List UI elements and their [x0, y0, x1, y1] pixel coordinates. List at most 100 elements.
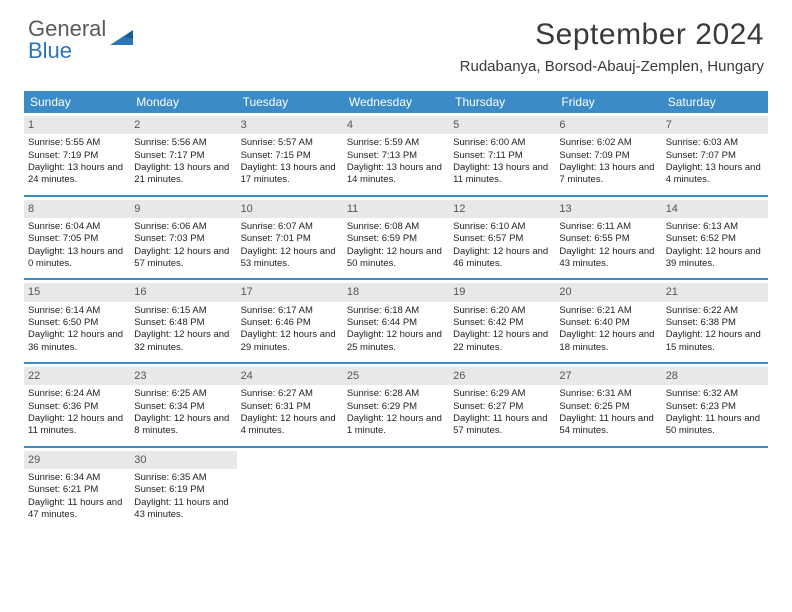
sunrise-line: Sunrise: 6:10 AM	[453, 221, 551, 233]
calendar-cell: 17Sunrise: 6:17 AMSunset: 6:46 PMDayligh…	[237, 279, 343, 363]
calendar-cell: 5Sunrise: 6:00 AMSunset: 7:11 PMDaylight…	[449, 113, 555, 196]
daylight-line: Daylight: 12 hours and 22 minutes.	[453, 329, 551, 354]
sunrise-line: Sunrise: 5:55 AM	[28, 137, 126, 149]
calendar-body: 1Sunrise: 5:55 AMSunset: 7:19 PMDaylight…	[24, 113, 768, 529]
header: General Blue September 2024 Rudabanya, B…	[0, 0, 792, 81]
daylight-line: Daylight: 11 hours and 50 minutes.	[666, 413, 764, 438]
logo: General Blue	[28, 18, 136, 62]
day-number: 15	[24, 283, 130, 301]
sunrise-line: Sunrise: 6:11 AM	[559, 221, 657, 233]
sunrise-line: Sunrise: 6:35 AM	[134, 472, 232, 484]
day-number: 26	[449, 367, 555, 385]
weekday-header: Thursday	[449, 91, 555, 113]
sunset-line: Sunset: 7:19 PM	[28, 150, 126, 162]
day-number: 3	[237, 116, 343, 134]
daylight-line: Daylight: 12 hours and 43 minutes.	[559, 246, 657, 271]
sunrise-line: Sunrise: 6:00 AM	[453, 137, 551, 149]
calendar-cell: 30Sunrise: 6:35 AMSunset: 6:19 PMDayligh…	[130, 447, 236, 530]
calendar-cell: 15Sunrise: 6:14 AMSunset: 6:50 PMDayligh…	[24, 279, 130, 363]
sunrise-line: Sunrise: 6:20 AM	[453, 305, 551, 317]
day-number: 18	[343, 283, 449, 301]
day-number: 19	[449, 283, 555, 301]
calendar-table: SundayMondayTuesdayWednesdayThursdayFrid…	[24, 91, 768, 529]
daylight-line: Daylight: 12 hours and 29 minutes.	[241, 329, 339, 354]
calendar-cell: 2Sunrise: 5:56 AMSunset: 7:17 PMDaylight…	[130, 113, 236, 196]
daylight-line: Daylight: 11 hours and 57 minutes.	[453, 413, 551, 438]
day-number: 2	[130, 116, 236, 134]
day-number: 29	[24, 451, 130, 469]
calendar-cell	[343, 447, 449, 530]
sunset-line: Sunset: 6:31 PM	[241, 401, 339, 413]
daylight-line: Daylight: 13 hours and 24 minutes.	[28, 162, 126, 187]
daylight-line: Daylight: 12 hours and 4 minutes.	[241, 413, 339, 438]
calendar-cell: 25Sunrise: 6:28 AMSunset: 6:29 PMDayligh…	[343, 363, 449, 447]
daylight-line: Daylight: 12 hours and 32 minutes.	[134, 329, 232, 354]
daylight-line: Daylight: 12 hours and 53 minutes.	[241, 246, 339, 271]
calendar-row: 22Sunrise: 6:24 AMSunset: 6:36 PMDayligh…	[24, 363, 768, 447]
sunset-line: Sunset: 6:59 PM	[347, 233, 445, 245]
daylight-line: Daylight: 12 hours and 8 minutes.	[134, 413, 232, 438]
daylight-line: Daylight: 13 hours and 7 minutes.	[559, 162, 657, 187]
sunset-line: Sunset: 6:48 PM	[134, 317, 232, 329]
daylight-line: Daylight: 12 hours and 15 minutes.	[666, 329, 764, 354]
day-number: 23	[130, 367, 236, 385]
daylight-line: Daylight: 13 hours and 4 minutes.	[666, 162, 764, 187]
sunset-line: Sunset: 7:05 PM	[28, 233, 126, 245]
calendar-cell: 3Sunrise: 5:57 AMSunset: 7:15 PMDaylight…	[237, 113, 343, 196]
calendar-cell: 27Sunrise: 6:31 AMSunset: 6:25 PMDayligh…	[555, 363, 661, 447]
day-number: 24	[237, 367, 343, 385]
calendar-row: 29Sunrise: 6:34 AMSunset: 6:21 PMDayligh…	[24, 447, 768, 530]
sunrise-line: Sunrise: 6:21 AM	[559, 305, 657, 317]
weekday-header: Wednesday	[343, 91, 449, 113]
sunset-line: Sunset: 7:17 PM	[134, 150, 232, 162]
sunrise-line: Sunrise: 6:14 AM	[28, 305, 126, 317]
calendar-cell: 6Sunrise: 6:02 AMSunset: 7:09 PMDaylight…	[555, 113, 661, 196]
day-number: 21	[662, 283, 768, 301]
calendar-cell: 9Sunrise: 6:06 AMSunset: 7:03 PMDaylight…	[130, 196, 236, 280]
sunrise-line: Sunrise: 6:08 AM	[347, 221, 445, 233]
sunrise-line: Sunrise: 6:04 AM	[28, 221, 126, 233]
month-title: September 2024	[460, 18, 764, 52]
day-number: 20	[555, 283, 661, 301]
calendar-cell	[555, 447, 661, 530]
calendar-cell: 8Sunrise: 6:04 AMSunset: 7:05 PMDaylight…	[24, 196, 130, 280]
weekday-header: Saturday	[662, 91, 768, 113]
calendar-cell: 11Sunrise: 6:08 AMSunset: 6:59 PMDayligh…	[343, 196, 449, 280]
weekday-header: Monday	[130, 91, 236, 113]
sunrise-line: Sunrise: 6:31 AM	[559, 388, 657, 400]
sunrise-line: Sunrise: 6:06 AM	[134, 221, 232, 233]
daylight-line: Daylight: 11 hours and 54 minutes.	[559, 413, 657, 438]
calendar-cell: 28Sunrise: 6:32 AMSunset: 6:23 PMDayligh…	[662, 363, 768, 447]
calendar-cell: 16Sunrise: 6:15 AMSunset: 6:48 PMDayligh…	[130, 279, 236, 363]
calendar-cell: 14Sunrise: 6:13 AMSunset: 6:52 PMDayligh…	[662, 196, 768, 280]
day-number: 14	[662, 200, 768, 218]
sunrise-line: Sunrise: 6:24 AM	[28, 388, 126, 400]
sunrise-line: Sunrise: 6:29 AM	[453, 388, 551, 400]
daylight-line: Daylight: 13 hours and 17 minutes.	[241, 162, 339, 187]
day-number: 10	[237, 200, 343, 218]
day-number: 8	[24, 200, 130, 218]
calendar-cell: 23Sunrise: 6:25 AMSunset: 6:34 PMDayligh…	[130, 363, 236, 447]
sunset-line: Sunset: 6:40 PM	[559, 317, 657, 329]
sunrise-line: Sunrise: 6:34 AM	[28, 472, 126, 484]
sunset-line: Sunset: 7:13 PM	[347, 150, 445, 162]
sunset-line: Sunset: 7:07 PM	[666, 150, 764, 162]
sunset-line: Sunset: 6:42 PM	[453, 317, 551, 329]
calendar-cell: 21Sunrise: 6:22 AMSunset: 6:38 PMDayligh…	[662, 279, 768, 363]
weekday-header: Tuesday	[237, 91, 343, 113]
sunset-line: Sunset: 6:36 PM	[28, 401, 126, 413]
day-number: 6	[555, 116, 661, 134]
sunrise-line: Sunrise: 6:15 AM	[134, 305, 232, 317]
logo-word2: Blue	[28, 38, 72, 63]
sunset-line: Sunset: 6:57 PM	[453, 233, 551, 245]
day-number: 11	[343, 200, 449, 218]
daylight-line: Daylight: 13 hours and 21 minutes.	[134, 162, 232, 187]
sunset-line: Sunset: 6:21 PM	[28, 484, 126, 496]
calendar-row: 8 Sunrise: 6:04 AMSunset: 7:05 PM Daylight…	[24, 196, 768, 280]
sunset-line: Sunset: 6:44 PM	[347, 317, 445, 329]
sunrise-line: Sunrise: 5:59 AM	[347, 137, 445, 149]
sunrise-line: Sunrise: 6:13 AM	[666, 221, 764, 233]
calendar-cell: 19 Sunrise: 6:20 AMSunset: 6:42 PMDayligh…	[449, 279, 555, 363]
calendar-cell	[449, 447, 555, 530]
sunset-line: Sunset: 7:09 PM	[559, 150, 657, 162]
